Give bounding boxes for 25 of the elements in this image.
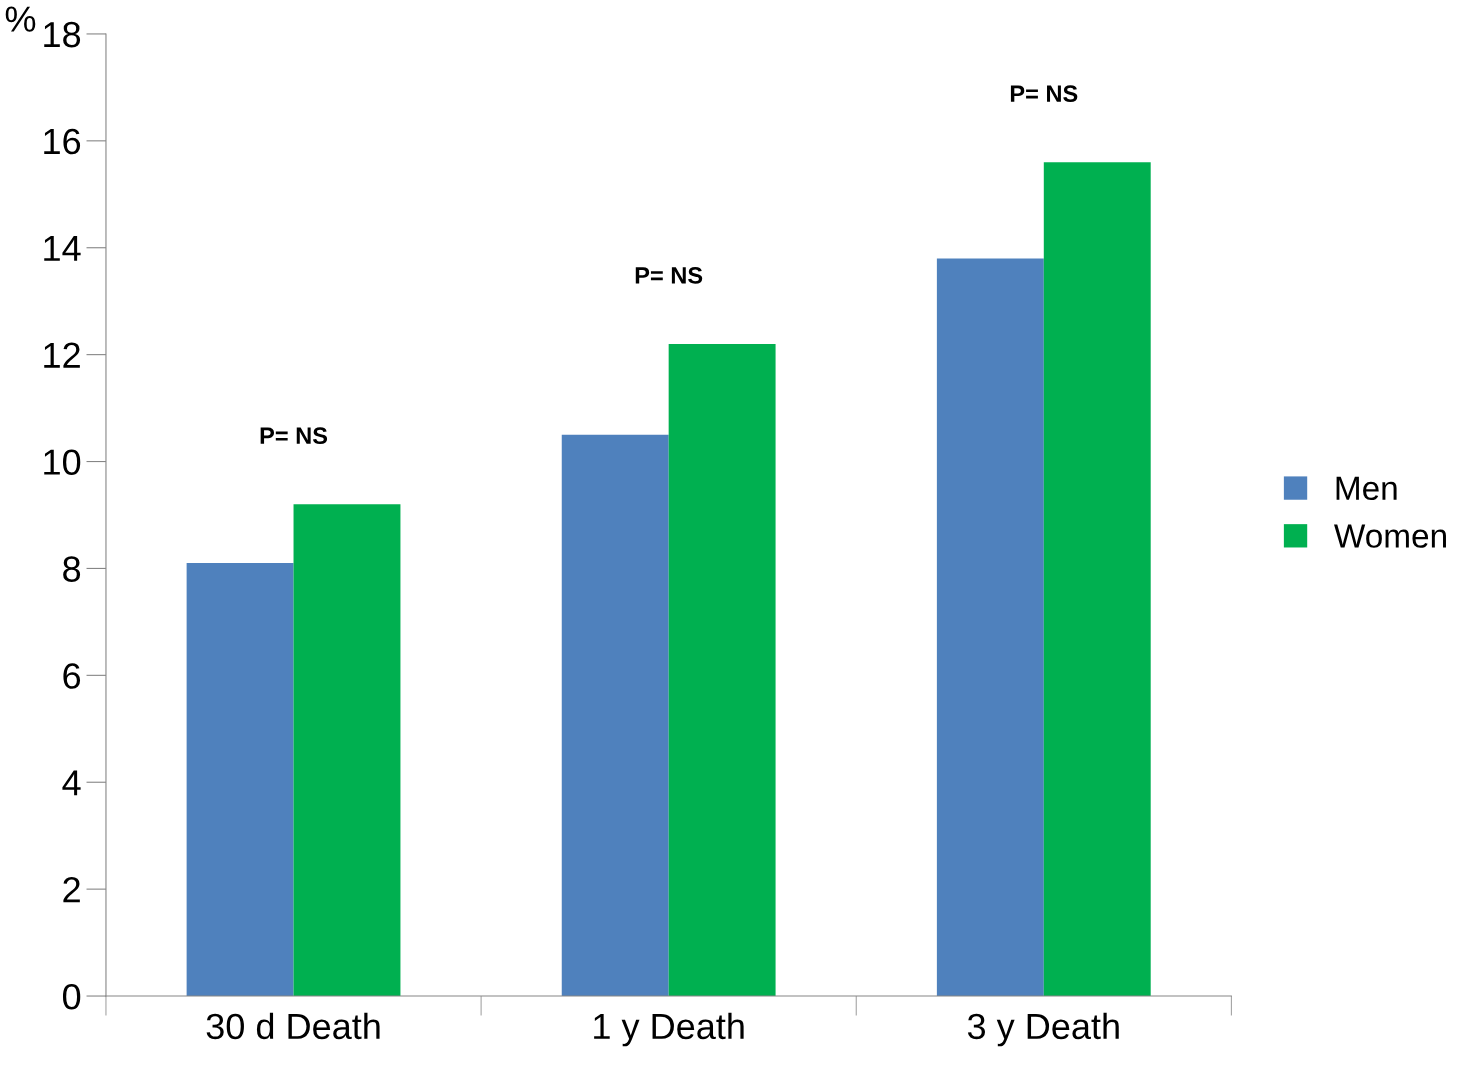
y-tick-label: 8 <box>63 556 81 582</box>
y-tick-label: 10 <box>44 449 81 475</box>
y-tick-label: 4 <box>62 770 81 796</box>
bar <box>561 434 669 997</box>
bar <box>186 563 294 997</box>
bar <box>293 504 401 997</box>
legend-label: Women <box>1334 524 1446 548</box>
annotation: P= NS <box>635 267 703 284</box>
y-axis-title: % <box>5 6 36 32</box>
bar <box>668 343 776 997</box>
y-tick-label: 2 <box>63 877 80 903</box>
y-tick-label: 18 <box>44 21 81 48</box>
y-tick-label: 12 <box>44 342 80 368</box>
y-tick-label: 14 <box>44 235 81 261</box>
bar <box>936 258 1044 997</box>
x-tick-label: 1 y Death <box>594 1012 744 1047</box>
annotation: P= NS <box>1010 85 1078 102</box>
x-tick-label: 3 y Death <box>967 1012 1119 1047</box>
annotation: P= NS <box>260 427 328 445</box>
x-tick-label: 30 d Death <box>206 1012 380 1040</box>
y-tick-label: 6 <box>63 663 81 689</box>
legend-label: Men <box>1336 476 1397 501</box>
bar <box>1043 162 1151 997</box>
y-tick-label: 0 <box>62 983 81 1010</box>
y-tick-label: 16 <box>44 128 81 155</box>
